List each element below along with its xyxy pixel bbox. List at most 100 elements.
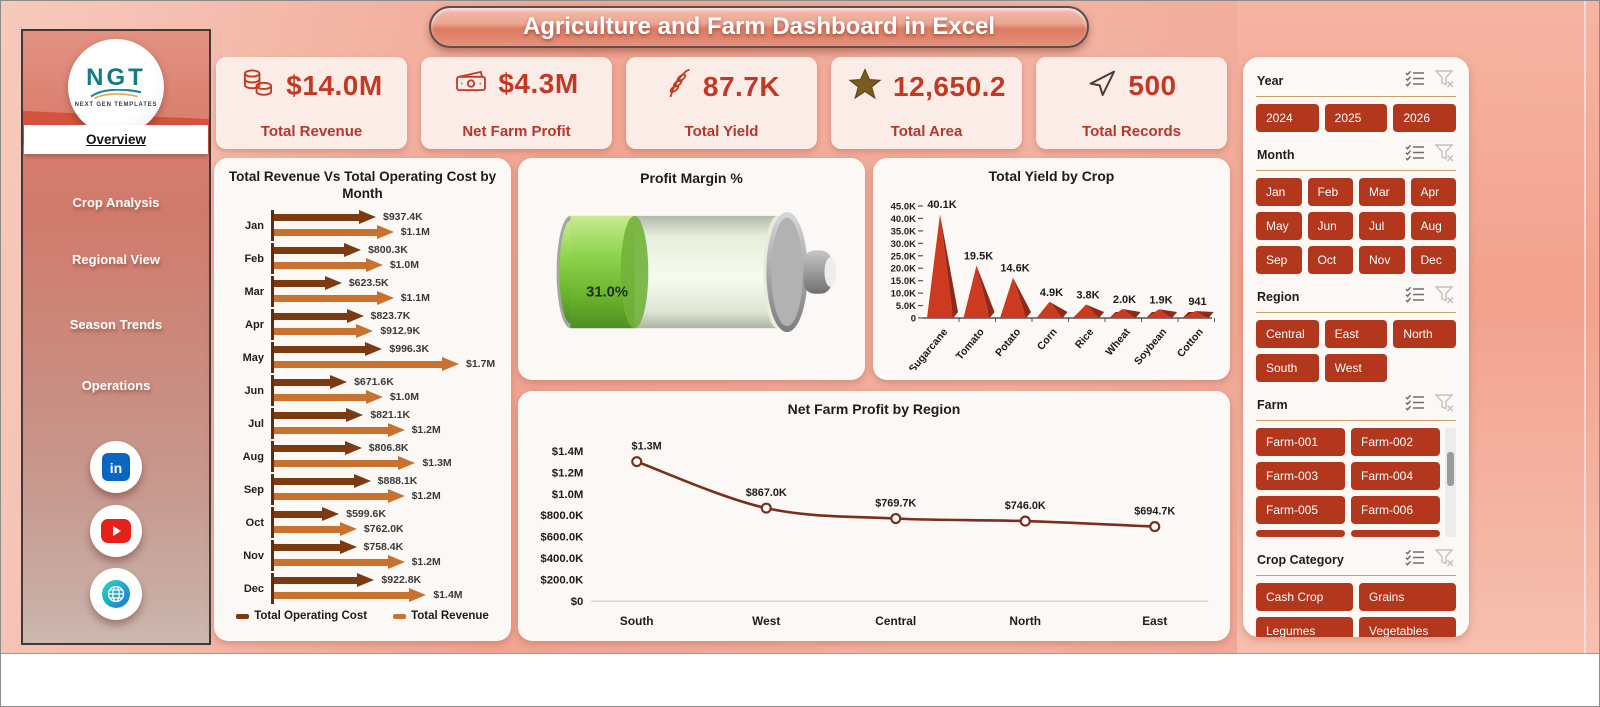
banknote-icon: [454, 67, 488, 100]
slicer-grid-wrap: Farm-001 Farm-002 Farm-003 Farm-004 Farm-005…: [1256, 428, 1440, 537]
bar-row: $912.9K: [274, 324, 503, 339]
bar-value-label: $1.2M: [411, 490, 441, 502]
slicer-option-jul[interactable]: Jul: [1359, 212, 1405, 240]
kpi-top: $14.0M: [228, 67, 395, 104]
slicer-option-east[interactable]: East: [1324, 320, 1388, 348]
slicer-option-vegetables[interactable]: Vegetables: [1359, 617, 1456, 637]
slicer-option-jan[interactable]: Jan: [1256, 178, 1302, 206]
bar-group-jul: Jul $821.1K $1.2M: [222, 408, 503, 439]
kpi-top: 87.7K: [638, 67, 805, 106]
slicer-option-farm-001[interactable]: Farm-001: [1256, 428, 1345, 456]
bar-value-label: $758.4K: [363, 541, 404, 553]
svg-text:5.0K: 5.0K: [895, 301, 915, 312]
sidebar-item-regional-view[interactable]: Regional View: [72, 252, 160, 267]
arrow-head: [409, 588, 427, 602]
youtube-button[interactable]: [90, 505, 142, 557]
slicer-option-farm-003[interactable]: Farm-003: [1256, 462, 1345, 490]
slicer-option-nov[interactable]: Nov: [1359, 246, 1405, 274]
linkedin-button[interactable]: in: [90, 441, 142, 493]
slicer-option-farm-005[interactable]: Farm-005: [1256, 496, 1345, 524]
bar-month-label: Aug: [242, 450, 264, 463]
slicer-option-2024[interactable]: 2024: [1256, 104, 1319, 132]
bar-value-label: $821.1K: [370, 409, 411, 421]
slicer-option-farm-006[interactable]: Farm-006: [1351, 496, 1440, 524]
star-icon: [847, 67, 883, 106]
slicer-option-partial[interactable]: [1256, 530, 1345, 537]
slicer-scrollbar[interactable]: [1445, 428, 1456, 537]
slicer-options: 2024 2025 2026: [1256, 104, 1456, 132]
slicer-option-2025[interactable]: 2025: [1324, 104, 1388, 132]
slicer-option-partial[interactable]: [1351, 530, 1440, 537]
sidebar-item-season-trends[interactable]: Season Trends: [69, 317, 163, 332]
line-chart-svg: $1.4M $1.2M $1.0M $800.0K $600.0K $400.0K $200…: [540, 441, 1209, 628]
multiselect-icon[interactable]: [1404, 394, 1426, 416]
bar-value-label: $1.4M: [433, 589, 463, 601]
slicer-title: Region: [1257, 290, 1300, 304]
slicer-option-sep[interactable]: Sep: [1256, 246, 1302, 274]
slicer-options: Jan Feb Mar Apr May Jun Jul Aug Sep Oct Nov Dec: [1256, 178, 1456, 274]
kpi-value: 87.7K: [702, 70, 781, 102]
slicer-option-grains[interactable]: Grains: [1359, 583, 1456, 611]
slicer-option-legumes[interactable]: Legumes: [1256, 617, 1353, 637]
slicer-scroll-area: Farm-001 Farm-002 Farm-003 Farm-004 Farm-005…: [1256, 428, 1456, 537]
slicer-title: Crop Category: [1257, 553, 1344, 567]
slicer-option-2026[interactable]: 2026: [1393, 104, 1456, 132]
svg-text:Rice: Rice: [1072, 326, 1096, 351]
sidebar-item-overview[interactable]: Overview: [24, 125, 208, 154]
slicer-header-icons: [1404, 69, 1455, 93]
slicer-option-dec[interactable]: Dec: [1410, 246, 1456, 274]
arrow-bar: [274, 214, 360, 221]
bar-value-label: $800.3K: [368, 244, 408, 256]
clear-filter-icon[interactable]: [1434, 548, 1455, 572]
slicer-option-aug[interactable]: Aug: [1410, 212, 1456, 240]
pyramid-chart-title: Total Yield by Crop: [988, 168, 1115, 184]
bar-group-jun: Jun $671.6K $1.0M: [222, 375, 503, 406]
arrow-head: [339, 540, 357, 554]
svg-text:35.0K: 35.0K: [890, 226, 915, 237]
slicer-option-farm-004[interactable]: Farm-004: [1351, 462, 1440, 490]
bar-row: $888.1K: [274, 474, 503, 489]
multiselect-icon[interactable]: [1404, 144, 1426, 166]
clear-filter-icon[interactable]: [1434, 285, 1455, 309]
linkedin-icon: in: [102, 453, 130, 481]
slicer-option-north[interactable]: North: [1393, 320, 1456, 348]
slicer-option-feb[interactable]: Feb: [1307, 178, 1353, 206]
bar-rows: $599.6K $762.0K: [271, 507, 503, 538]
slicer-option-mar[interactable]: Mar: [1359, 178, 1405, 206]
bar-row: $762.0K: [274, 522, 503, 537]
kpi-label: Net Farm Profit: [462, 123, 571, 140]
slicer-option-may[interactable]: May: [1256, 212, 1302, 240]
clear-filter-icon[interactable]: [1434, 393, 1455, 417]
arrow-head: [322, 507, 340, 521]
multiselect-icon[interactable]: [1404, 286, 1426, 308]
slicer-crop-category: Crop Category Cash Crop Grains Legumes Veget…: [1256, 546, 1456, 637]
slicer-option-jun[interactable]: Jun: [1307, 212, 1353, 240]
multiselect-icon[interactable]: [1404, 549, 1426, 571]
bar-value-label: $1.3M: [422, 457, 452, 469]
slicer-option-central[interactable]: Central: [1256, 320, 1319, 348]
website-globe-icon: [102, 580, 130, 608]
website-button[interactable]: [90, 568, 142, 620]
bar-row: $1.2M: [274, 423, 503, 438]
slicer-option-south[interactable]: South: [1256, 354, 1319, 382]
bar-group-mar: Mar $623.5K $1.1M: [222, 276, 503, 307]
slicer-option-oct[interactable]: Oct: [1307, 246, 1353, 274]
slicer-option-cash-crop[interactable]: Cash Crop: [1256, 583, 1353, 611]
slicer-option-apr[interactable]: Apr: [1410, 178, 1456, 206]
clear-filter-icon[interactable]: [1434, 143, 1455, 167]
slicer-panel: Year 2024 2025 2026 Month Jan Feb Mar Apr May Jun J…: [1243, 57, 1469, 637]
multiselect-icon[interactable]: [1404, 70, 1426, 92]
slicer-option-farm-002[interactable]: Farm-002: [1351, 428, 1440, 456]
slicer-option-west[interactable]: West: [1324, 354, 1388, 382]
svg-text:$1.0M: $1.0M: [552, 489, 584, 501]
sidebar-item-crop-analysis[interactable]: Crop Analysis: [72, 195, 160, 210]
bar-row: $1.0M: [274, 390, 503, 405]
scrollbar-thumb[interactable]: [1447, 452, 1454, 486]
clear-filter-icon[interactable]: [1434, 69, 1455, 93]
sidebar-item-operations[interactable]: Operations: [81, 378, 151, 393]
kpi-card-net-farm-profit: $4.3M Net Farm Profit: [421, 57, 612, 149]
arrow-head: [398, 456, 416, 470]
slicer-title: Farm: [1257, 398, 1288, 412]
gauge-title: Profit Margin %: [640, 170, 743, 186]
bar-value-label: $1.2M: [411, 556, 441, 568]
